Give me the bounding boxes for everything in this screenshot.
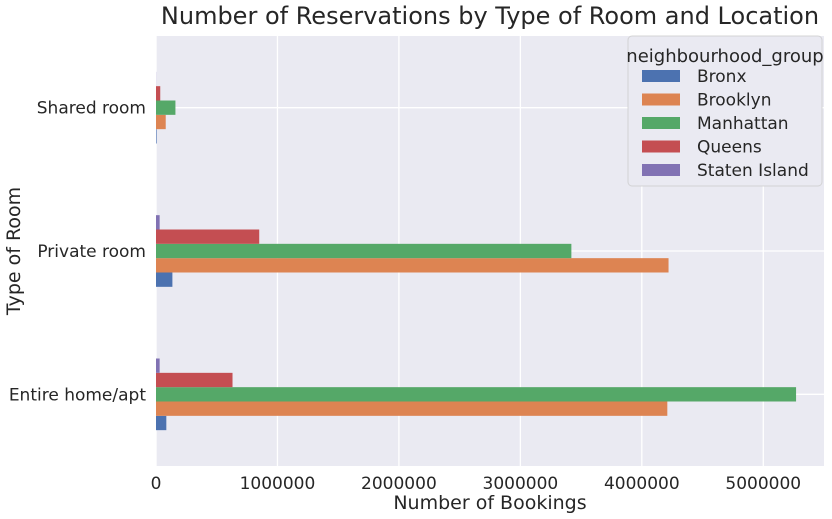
x-tick-label: 4000000 (604, 474, 680, 494)
bar-brooklyn (156, 401, 668, 416)
legend-swatch (642, 140, 680, 153)
legend-label: Queens (697, 138, 762, 158)
y-tick-label: Entire home/apt (9, 385, 147, 405)
bar-manhattan (156, 100, 176, 115)
bar-staten-island (156, 215, 160, 230)
y-axis-label: Type of Room (3, 187, 25, 316)
bar-brooklyn (156, 114, 166, 130)
y-tick-labels: Entire home/apt Private room Shared room (9, 99, 147, 406)
bars (156, 71, 797, 431)
bar-bronx (156, 415, 167, 431)
x-tick-labels: 0 1000000 2000000 3000000 4000000 5000000 (151, 474, 802, 494)
bar-staten-island (156, 358, 160, 373)
chart-title: Number of Reservations by Type of Room a… (161, 2, 819, 30)
bar-queens (156, 229, 260, 244)
legend-swatch (642, 117, 680, 129)
bar-bronx (156, 272, 173, 287)
legend-items: Bronx Brooklyn Manhattan Queens Staten Islan… (642, 67, 809, 181)
x-tick-label: 3000000 (483, 474, 559, 494)
legend-label: Brooklyn (697, 91, 771, 111)
bar-queens (156, 86, 161, 101)
y-tick-label: Private room (37, 242, 146, 262)
legend-label: Manhattan (697, 114, 789, 134)
legend-label: Bronx (697, 67, 747, 87)
x-tick-label: 5000000 (725, 474, 801, 494)
x-tick-label: 1000000 (240, 474, 316, 494)
bar-brooklyn (156, 258, 669, 273)
y-tick-label: Shared room (37, 99, 146, 119)
legend-swatch (642, 164, 680, 176)
legend-swatch (642, 70, 680, 82)
legend-swatch (642, 93, 680, 106)
x-tick-label: 2000000 (361, 474, 437, 494)
x-axis-label: Number of Bookings (393, 492, 586, 514)
bar-manhattan (156, 387, 797, 402)
x-tick-label: 0 (151, 474, 162, 494)
bar-queens (156, 372, 233, 388)
bar-bronx (156, 129, 157, 144)
bar-manhattan (156, 243, 572, 259)
legend-title: neighbourhood_group (626, 46, 823, 67)
legend[interactable]: neighbourhood_group Bronx Brooklyn Manhatt… (626, 35, 824, 187)
legend-label: Staten Island (697, 161, 809, 181)
